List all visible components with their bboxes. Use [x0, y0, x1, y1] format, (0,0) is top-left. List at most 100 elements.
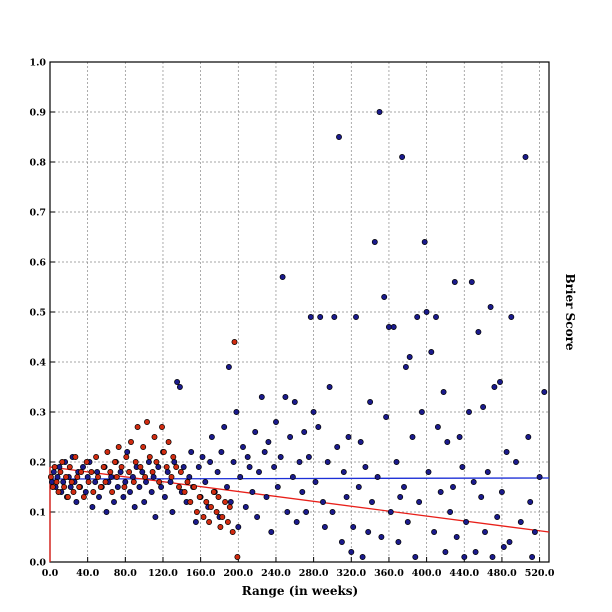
data-point	[64, 494, 71, 500]
data-point	[214, 469, 221, 475]
y-axis-title: Brier Score	[563, 273, 577, 350]
data-point	[174, 379, 181, 385]
data-point	[381, 294, 388, 300]
data-point	[210, 489, 217, 495]
data-point	[279, 274, 286, 280]
data-points	[47, 109, 548, 560]
data-point	[418, 409, 425, 415]
data-point	[153, 459, 160, 465]
data-point	[140, 444, 147, 450]
data-point	[527, 499, 534, 505]
data-point	[94, 469, 101, 475]
data-point	[503, 449, 510, 455]
data-point	[224, 484, 230, 490]
data-point	[57, 469, 64, 475]
data-point	[193, 509, 200, 515]
data-point	[114, 484, 121, 490]
data-point	[274, 484, 281, 490]
data-point	[90, 489, 97, 495]
data-point	[151, 434, 158, 440]
data-point	[128, 439, 134, 445]
data-point	[517, 519, 524, 525]
data-point	[160, 449, 167, 455]
data-point	[480, 404, 487, 410]
data-point	[227, 499, 234, 505]
data-point	[224, 519, 231, 525]
data-point	[437, 489, 444, 495]
data-point	[177, 469, 184, 475]
data-point	[307, 314, 314, 320]
data-point	[208, 504, 214, 510]
data-point	[191, 484, 198, 490]
y-tick-label: 0.2	[29, 458, 46, 469]
data-point	[168, 474, 175, 480]
data-point	[102, 479, 109, 485]
data-point	[231, 339, 238, 345]
y-tick-label: 0.9	[29, 108, 46, 119]
data-point	[54, 474, 61, 480]
data-point	[312, 479, 319, 485]
data-point	[66, 464, 73, 470]
data-point	[130, 479, 137, 485]
data-point	[284, 509, 291, 515]
data-point	[277, 454, 284, 460]
data-point	[78, 469, 85, 475]
data-point	[93, 454, 100, 460]
data-point	[126, 469, 133, 475]
data-point	[73, 499, 80, 505]
data-point	[444, 439, 451, 445]
data-point	[186, 474, 193, 480]
data-point	[122, 479, 129, 485]
data-point	[321, 524, 328, 530]
data-point	[100, 464, 107, 470]
data-point	[92, 479, 99, 485]
data-point	[334, 444, 341, 450]
data-point	[176, 384, 183, 390]
data-point	[472, 549, 479, 555]
data-point	[127, 489, 133, 495]
data-point	[173, 464, 180, 470]
data-point	[137, 464, 144, 470]
data-point	[134, 424, 141, 430]
data-point	[289, 474, 296, 480]
data-point	[129, 474, 136, 480]
data-point	[233, 409, 240, 415]
x-axis-title: Range (in weeks)	[242, 584, 358, 598]
data-point	[120, 494, 127, 500]
data-point	[463, 519, 470, 525]
data-point	[150, 474, 157, 480]
data-point	[84, 474, 91, 480]
data-point	[235, 524, 242, 530]
data-point	[461, 554, 468, 560]
data-point	[213, 509, 220, 515]
data-point	[89, 504, 96, 510]
x-tick-label: 480.0	[487, 568, 517, 579]
data-point	[497, 379, 503, 385]
data-point	[416, 499, 423, 505]
data-point	[200, 514, 207, 520]
data-point	[195, 464, 202, 470]
data-point	[310, 409, 317, 415]
data-point	[207, 459, 214, 465]
data-point	[487, 304, 494, 310]
data-point	[434, 424, 441, 430]
data-point	[111, 499, 117, 505]
data-point	[72, 454, 79, 460]
data-point	[230, 459, 237, 465]
data-point	[123, 454, 130, 460]
data-point	[506, 539, 513, 545]
data-point	[353, 314, 359, 320]
data-point	[508, 314, 515, 320]
y-tick-label: 0.4	[29, 358, 46, 369]
data-point	[378, 534, 385, 540]
data-point	[218, 449, 225, 455]
data-point	[387, 509, 394, 515]
data-point	[117, 469, 124, 475]
x-tick-label: 520.0	[525, 568, 555, 579]
data-point	[303, 509, 310, 515]
x-tick-label: 0.0	[42, 568, 59, 579]
data-point	[196, 494, 203, 500]
data-point	[390, 324, 397, 330]
data-point	[475, 329, 482, 335]
